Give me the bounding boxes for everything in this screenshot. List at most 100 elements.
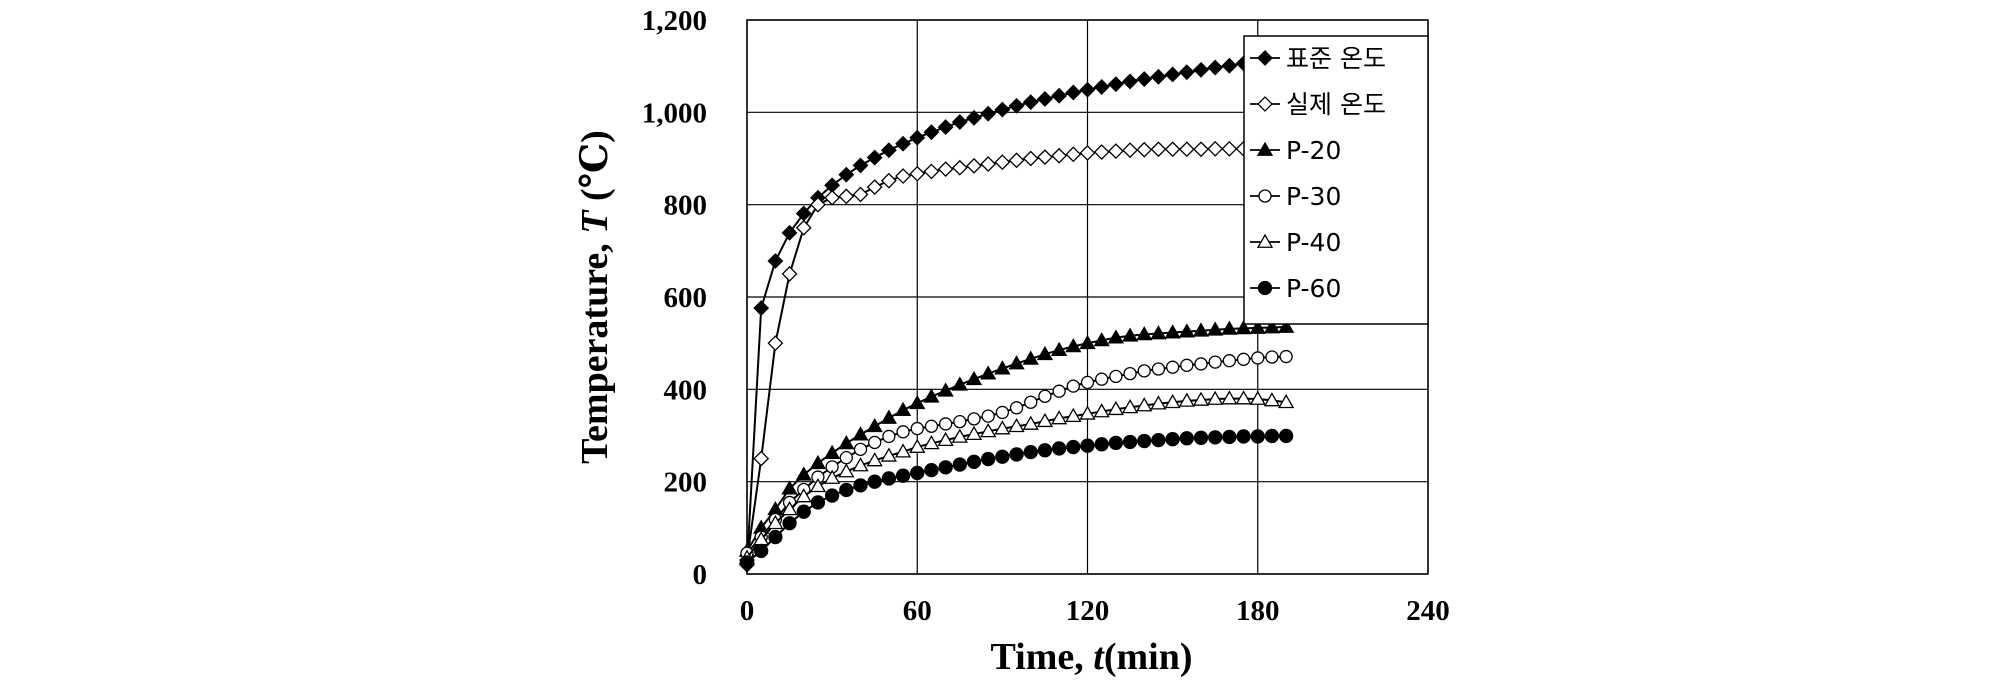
series-diamond-open-point <box>1008 152 1025 169</box>
legend-item: P-40 <box>1250 228 1341 257</box>
series-diamond-open-point <box>923 163 940 180</box>
y-axis-title-unit: (℃) <box>574 130 616 210</box>
series-diamond-open-point <box>866 179 883 196</box>
series-p-30-point <box>967 412 981 426</box>
series-p-30-point <box>1151 362 1166 376</box>
legend-label: 실제 온도 <box>1286 90 1386 119</box>
series-p-20-point <box>1022 350 1039 365</box>
series-p-40-point <box>894 443 912 458</box>
series-p-30-point <box>1208 355 1222 369</box>
series-diamond-filled-point <box>923 124 940 141</box>
series-p-20-point <box>909 394 926 410</box>
series-diamond-open-point <box>994 154 1011 171</box>
series-p-40-point <box>1121 399 1139 414</box>
series-p-30-point <box>1123 366 1137 381</box>
series-p-30-point <box>981 409 995 423</box>
series-diamond-open-point <box>1079 145 1096 161</box>
series-p-30-point <box>938 417 953 431</box>
series-diamond-open-point <box>753 450 770 467</box>
series-p-30-point <box>1222 354 1237 368</box>
series-p-40-point <box>1235 390 1252 405</box>
series-p-20-point <box>1164 324 1181 339</box>
series-diamond-filled-point <box>951 114 968 130</box>
legend-item: P-30 <box>1250 182 1341 211</box>
series-p-40-point <box>980 423 997 438</box>
series-p-30-point <box>1137 364 1151 378</box>
series-p-30-point <box>910 421 924 436</box>
legend-item: P-60 <box>1250 274 1341 303</box>
legend-marker <box>1258 189 1272 203</box>
series-p-20-point <box>951 376 968 391</box>
series-p-40-point <box>809 477 827 493</box>
y-axis-title: Temperature, T (℃) <box>574 130 616 464</box>
series-p-40-point <box>937 431 954 447</box>
series-p-40-point <box>1136 397 1153 412</box>
x-tick-label: 240 <box>1406 595 1450 627</box>
series-p-30-point <box>853 442 868 457</box>
series-diamond-filled-point <box>937 119 954 136</box>
series-p-30-point <box>1024 395 1038 409</box>
series-diamond-open-point <box>980 156 997 172</box>
series-p-60-point <box>895 468 911 483</box>
series-p-30-point <box>995 405 1010 420</box>
y-tick-label: 1,000 <box>642 97 707 129</box>
series-p-20-point <box>1178 323 1195 338</box>
series-p-30-point <box>1052 384 1066 398</box>
series-diamond-filled-point <box>1150 68 1167 85</box>
series-diamond-filled-point <box>880 142 897 159</box>
series-p-20-point <box>937 382 954 397</box>
series-p-60-point <box>1264 428 1280 444</box>
series-layer <box>738 49 1295 573</box>
series-p-40-point <box>1221 390 1238 405</box>
series-p-20-point <box>1192 322 1210 337</box>
series-diamond-open-point <box>937 161 954 178</box>
series-diamond-filled-point <box>1051 87 1068 104</box>
series-p-30-point <box>1095 372 1109 386</box>
series-p-60-point <box>1122 434 1138 450</box>
y-tick-label: 800 <box>664 190 708 222</box>
series-p-60-point <box>1080 438 1095 453</box>
series-p-20-point <box>1207 321 1224 336</box>
series-p-40-point <box>951 428 968 443</box>
series-p-30-point <box>882 429 896 444</box>
legend-item: P-20 <box>1250 136 1341 165</box>
series-p-40-point <box>795 488 812 503</box>
series-p-60-point <box>796 504 811 519</box>
y-tick-label: 1,200 <box>642 5 707 37</box>
legend-marker <box>1257 280 1273 296</box>
series-diamond-open-point <box>1022 150 1039 167</box>
series-p-40-point <box>1150 395 1167 410</box>
series-diamond-filled-point <box>1207 59 1224 76</box>
series-p-30-point <box>953 414 967 429</box>
series-diamond-filled-point <box>852 157 869 174</box>
series-p-60-point <box>966 454 982 469</box>
series-diamond-open-point <box>852 186 869 203</box>
series-p-60-point <box>1037 443 1053 458</box>
series-p-20-point <box>1065 338 1082 353</box>
series-diamond-open-point <box>1107 143 1124 160</box>
series-p-20-point <box>1093 332 1110 347</box>
series-diamond-open-point <box>838 188 855 205</box>
series-p-40-point <box>1164 393 1181 409</box>
series-p-20-point <box>923 388 940 403</box>
series-p-40-point <box>994 420 1011 435</box>
series-p-20-point <box>1121 327 1139 342</box>
series-p-40-point <box>1278 393 1295 409</box>
series-p-40-point <box>1192 391 1210 406</box>
series-diamond-filled-point <box>781 224 798 241</box>
series-p-20-point <box>1278 318 1295 333</box>
series-diamond-open-point <box>795 219 812 236</box>
series-p-30-point <box>1180 358 1194 372</box>
series-p-40-point <box>1207 390 1224 405</box>
series-p-40-point <box>1178 392 1195 407</box>
series-diamond-open-point <box>1193 141 1209 158</box>
series-diamond-filled-point <box>1079 81 1096 98</box>
series-p-40-point <box>1036 412 1054 428</box>
series-p-20-point <box>980 365 997 380</box>
series-diamond-filled-point <box>994 101 1011 118</box>
series-diamond-filled-point <box>1178 64 1195 81</box>
series-p-20-point <box>1107 329 1124 344</box>
series-p-20-point <box>1263 319 1281 334</box>
